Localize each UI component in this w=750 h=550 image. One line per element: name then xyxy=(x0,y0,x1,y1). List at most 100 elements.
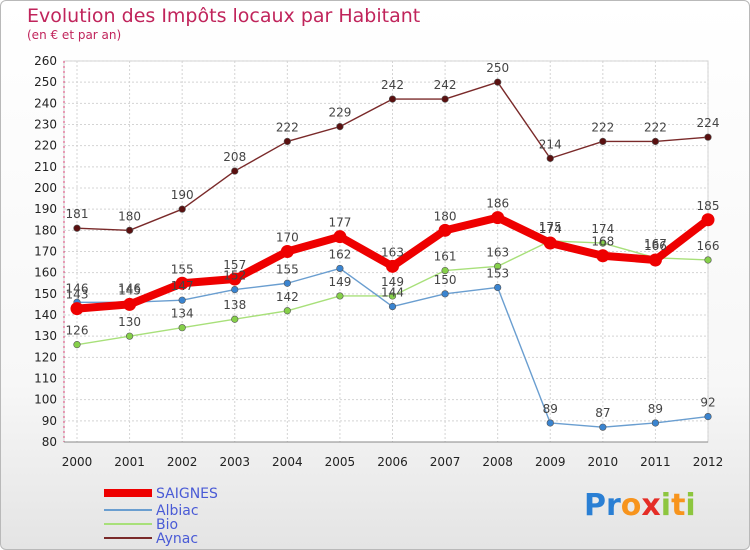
data-point-albiac xyxy=(704,413,712,421)
legend-label-bio: Bio xyxy=(156,517,178,533)
data-label-aynac: 250 xyxy=(486,61,509,75)
data-point-albiac xyxy=(599,423,607,431)
data-label-saignes: 155 xyxy=(171,262,194,276)
data-point-albiac xyxy=(494,283,502,292)
y-tick-label: 220 xyxy=(34,139,57,153)
data-label-bio: 149 xyxy=(328,275,351,289)
data-point-saignes xyxy=(701,213,715,227)
y-tick-label: 140 xyxy=(34,308,57,322)
data-label-saignes: 143 xyxy=(66,288,89,302)
logo-letter: o xyxy=(620,488,642,523)
x-tick-label: 2002 xyxy=(167,455,198,469)
data-label-albiac: 144 xyxy=(381,286,404,300)
data-label-albiac: 146 xyxy=(66,281,89,295)
data-label-bio: 174 xyxy=(591,222,614,236)
x-tick-label: 2001 xyxy=(114,455,145,469)
data-point-aynac xyxy=(494,78,502,86)
logo-letter: P xyxy=(584,488,606,523)
data-point-bio xyxy=(231,315,239,323)
data-point-saignes xyxy=(70,302,84,316)
data-point-saignes xyxy=(228,272,242,286)
y-tick-label: 190 xyxy=(34,202,57,216)
chart-subtitle: (en € et par an) xyxy=(27,28,122,42)
y-tick-label: 250 xyxy=(34,75,57,89)
data-label-aynac: 208 xyxy=(223,150,246,164)
y-tick-label: 170 xyxy=(34,245,57,259)
x-tick-label: 2003 xyxy=(219,455,250,469)
x-tick-label: 2009 xyxy=(535,455,566,469)
data-point-aynac xyxy=(546,154,554,162)
data-point-albiac xyxy=(441,290,449,298)
data-label-saignes: 168 xyxy=(591,235,614,249)
data-point-saignes xyxy=(386,259,399,273)
y-tick-label: 100 xyxy=(34,393,57,407)
grid-lines xyxy=(64,60,709,443)
data-label-saignes: 163 xyxy=(381,245,404,259)
data-point-aynac xyxy=(283,137,291,146)
data-point-albiac xyxy=(178,296,186,304)
y-tick-label: 150 xyxy=(34,287,57,301)
data-label-bio: 149 xyxy=(381,275,404,289)
data-label-bio: 175 xyxy=(539,220,562,234)
data-point-bio xyxy=(73,341,81,349)
data-label-aynac: 229 xyxy=(328,106,351,120)
y-tick-label: 240 xyxy=(34,96,57,110)
data-label-bio: 166 xyxy=(697,239,720,253)
data-point-bio xyxy=(388,292,397,300)
legend-label-aynac: Aynac xyxy=(156,531,198,547)
data-label-aynac: 181 xyxy=(66,207,89,221)
proxiti-logo: Proxiti xyxy=(584,488,696,523)
data-point-aynac xyxy=(441,95,449,103)
data-point-saignes xyxy=(543,236,557,250)
data-label-aynac: 242 xyxy=(434,78,457,92)
data-label-aynac: 222 xyxy=(644,120,667,134)
data-label-bio: 130 xyxy=(118,315,141,329)
data-label-aynac: 222 xyxy=(276,120,299,134)
data-label-saignes: 186 xyxy=(486,197,509,211)
data-label-saignes: 157 xyxy=(223,258,246,272)
data-label-aynac: 190 xyxy=(171,188,194,202)
data-point-aynac xyxy=(125,226,134,234)
data-label-albiac: 89 xyxy=(648,402,663,416)
data-point-albiac xyxy=(283,279,291,287)
x-tick-label: 2004 xyxy=(272,455,303,469)
data-point-saignes xyxy=(175,276,189,290)
x-tick-label: 2007 xyxy=(430,455,461,469)
data-point-saignes xyxy=(491,211,505,225)
data-point-saignes xyxy=(648,253,662,267)
data-point-bio xyxy=(125,332,134,340)
y-tick-label: 260 xyxy=(34,54,57,68)
data-point-aynac xyxy=(704,133,712,141)
y-tick-label: 120 xyxy=(34,350,57,364)
data-label-saignes: 185 xyxy=(697,199,720,213)
series-layer xyxy=(70,78,715,431)
data-label-bio: 138 xyxy=(223,298,246,312)
data-point-bio xyxy=(178,324,186,332)
x-tick-label: 2011 xyxy=(640,455,671,469)
data-point-bio xyxy=(336,292,344,300)
y-tick-label: 210 xyxy=(34,160,57,174)
data-label-albiac: 153 xyxy=(486,266,509,280)
data-label-bio: 126 xyxy=(66,324,89,338)
data-point-aynac xyxy=(336,123,344,131)
data-point-aynac xyxy=(178,205,186,213)
data-point-bio xyxy=(494,262,502,270)
data-label-bio: 167 xyxy=(644,237,667,251)
data-point-saignes xyxy=(596,249,610,263)
logo-letter: i xyxy=(685,488,696,523)
x-tick-label: 2010 xyxy=(588,455,619,469)
data-label-bio: 161 xyxy=(434,250,457,264)
data-label-saignes: 166 xyxy=(644,239,667,253)
x-tick-label: 2006 xyxy=(377,455,408,469)
data-point-bio xyxy=(599,239,607,247)
data-point-albiac xyxy=(231,286,239,294)
logo-letter: x xyxy=(641,488,661,523)
data-label-albiac: 87 xyxy=(595,406,610,420)
data-point-aynac xyxy=(599,137,607,146)
chart-title: Evolution des Impôts locaux par Habitant xyxy=(27,5,421,27)
data-point-bio xyxy=(441,266,449,275)
data-label-albiac: 150 xyxy=(434,273,457,287)
